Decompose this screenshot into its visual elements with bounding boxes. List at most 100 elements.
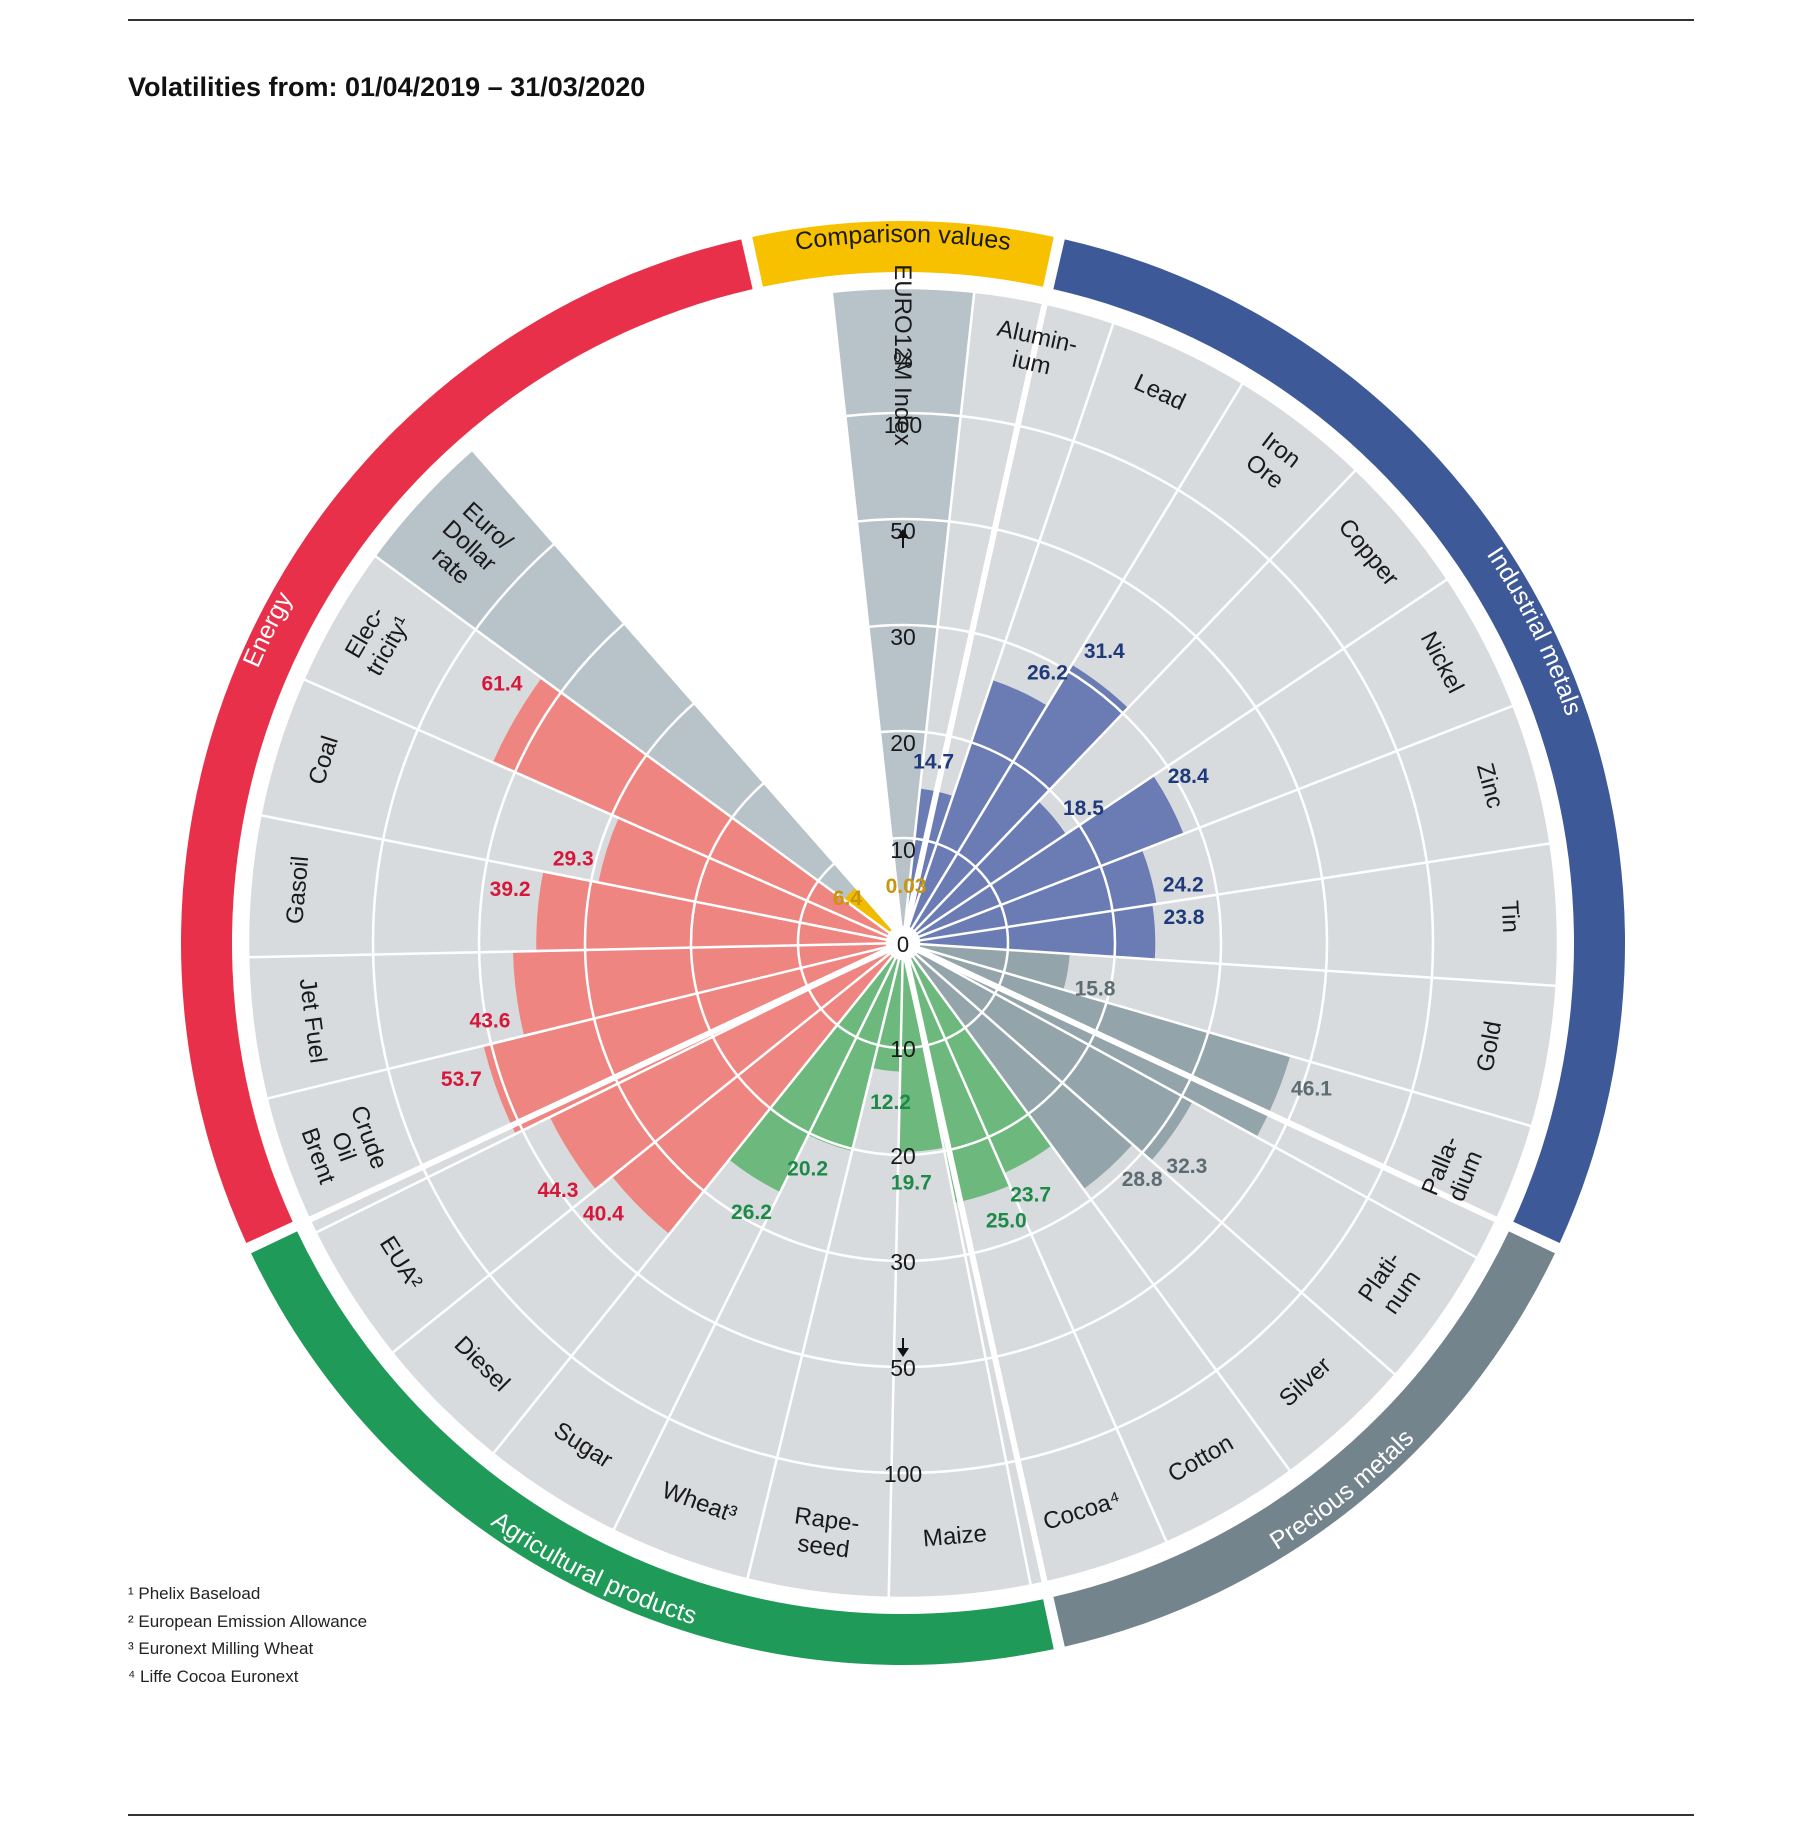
footnote-2: ² European Emission Allowance xyxy=(128,1611,368,1631)
value-label: 12.2 xyxy=(870,1091,911,1114)
tick-label: 30 xyxy=(890,624,916,650)
bar xyxy=(911,665,1128,932)
grid-ring xyxy=(371,411,1435,1475)
value-label: 19.7 xyxy=(891,1172,932,1195)
category-label: EURO12M Index xyxy=(889,264,916,445)
bar xyxy=(918,905,1156,959)
value-label: 31.4 xyxy=(1084,640,1125,663)
value-label: 26.2 xyxy=(731,1201,772,1224)
group-band xyxy=(181,239,753,1243)
group-band xyxy=(1053,1231,1555,1647)
grid-divider xyxy=(915,578,1449,936)
grid-ring xyxy=(583,623,1223,1263)
bar xyxy=(899,958,944,1152)
value-label: 6.4 xyxy=(833,887,863,910)
grid-divider xyxy=(492,954,894,1455)
value-label: 39.2 xyxy=(490,878,531,901)
bar xyxy=(493,679,891,937)
group-divider xyxy=(243,947,890,1253)
sector-bg xyxy=(374,450,893,934)
value-label: 23.7 xyxy=(1010,1184,1051,1207)
group-divider xyxy=(742,233,903,929)
category-label: Gasoil xyxy=(281,855,314,925)
grid-divider xyxy=(612,956,898,1532)
scale-break-arrow-up xyxy=(897,529,909,548)
value-label: 46.1 xyxy=(1291,1078,1332,1101)
bar xyxy=(844,888,893,934)
grid-divider xyxy=(911,955,1292,1472)
group-divider xyxy=(916,947,1563,1253)
value-label: 61.4 xyxy=(482,673,523,696)
grid-divider xyxy=(918,942,1557,988)
grid-divider xyxy=(918,842,1551,942)
bar xyxy=(483,946,889,1133)
unit-label: % xyxy=(893,348,913,373)
bar xyxy=(916,776,1184,938)
bar xyxy=(513,943,888,1035)
tick-label: 30 xyxy=(890,1249,916,1275)
bar xyxy=(550,950,891,1189)
grid-divider xyxy=(746,958,901,1580)
bar xyxy=(915,950,1192,1160)
sector-bg xyxy=(831,288,975,928)
category-label: Tin xyxy=(1496,900,1524,934)
bottom-rule xyxy=(128,1814,1694,1816)
sector-bg xyxy=(918,944,1557,1127)
tick-label: 0 xyxy=(897,932,909,957)
grid-divider xyxy=(913,468,1357,933)
tick-label: 100 xyxy=(884,1461,922,1487)
top-rule xyxy=(128,19,1694,21)
center-hole xyxy=(885,925,921,961)
grid-ring xyxy=(477,517,1329,1369)
value-label: 20.2 xyxy=(787,1158,828,1181)
value-label: 18.5 xyxy=(1063,797,1104,820)
grid-divider xyxy=(830,291,903,928)
tick-label: 50 xyxy=(890,1355,916,1381)
bar xyxy=(914,801,1066,935)
grid-divider xyxy=(917,704,1514,939)
group-divider xyxy=(903,957,1064,1653)
value-label: 24.2 xyxy=(1163,873,1204,896)
group-divider xyxy=(903,233,1064,929)
bar xyxy=(917,850,1157,941)
bar xyxy=(909,955,1051,1173)
footnote-1: ¹ Phelix Baseload xyxy=(128,1584,261,1603)
value-label: 15.8 xyxy=(1075,977,1116,1000)
category-label: Rape-seed xyxy=(789,1502,861,1564)
grid-ring xyxy=(689,729,1117,1157)
grid-divider xyxy=(887,958,904,1598)
grid-divider xyxy=(260,813,888,942)
grid-divider xyxy=(906,322,1115,929)
footnote-3: ³ Euronext Milling Wheat xyxy=(128,1639,314,1658)
chart-title: Volatilities from: 01/04/2019 – 31/03/20… xyxy=(128,72,646,102)
footnote-4: ⁴ Liffe Cocoa Euronext xyxy=(128,1666,299,1686)
grid-divider xyxy=(391,952,892,1354)
grid-divider xyxy=(916,949,1478,1260)
value-label: 40.4 xyxy=(583,1203,624,1226)
tick-label: 100 xyxy=(884,412,922,438)
value-label: 25.0 xyxy=(986,1209,1027,1232)
category-label: Euro/Dollarrate xyxy=(419,495,520,597)
bar xyxy=(918,944,1070,990)
value-label: 0.03 xyxy=(886,875,927,898)
bar xyxy=(908,680,1047,930)
grid-divider xyxy=(914,952,1397,1376)
value-label: 26.2 xyxy=(1027,661,1068,684)
bar xyxy=(598,818,889,940)
grid-divider xyxy=(908,957,1168,1544)
value-label: 53.7 xyxy=(441,1068,482,1091)
value-label: 23.8 xyxy=(1164,906,1205,929)
grid-divider xyxy=(302,678,889,938)
grid-ring xyxy=(796,836,1010,1050)
grid-divider xyxy=(903,291,976,928)
grid-divider xyxy=(266,945,888,1100)
value-label: 28.4 xyxy=(1168,765,1209,788)
bar xyxy=(808,957,900,1151)
group-band xyxy=(1053,239,1625,1243)
grid-ring-outer xyxy=(246,286,1560,1600)
value-label: 32.3 xyxy=(1166,1155,1207,1178)
tick-label: 10 xyxy=(890,837,916,863)
value-labels: 0.03 14.7 26.2 31.4 18.5 28.4 24.2 23.8 15.8 46.1… xyxy=(441,640,1332,1232)
grid-divider xyxy=(910,382,1244,930)
